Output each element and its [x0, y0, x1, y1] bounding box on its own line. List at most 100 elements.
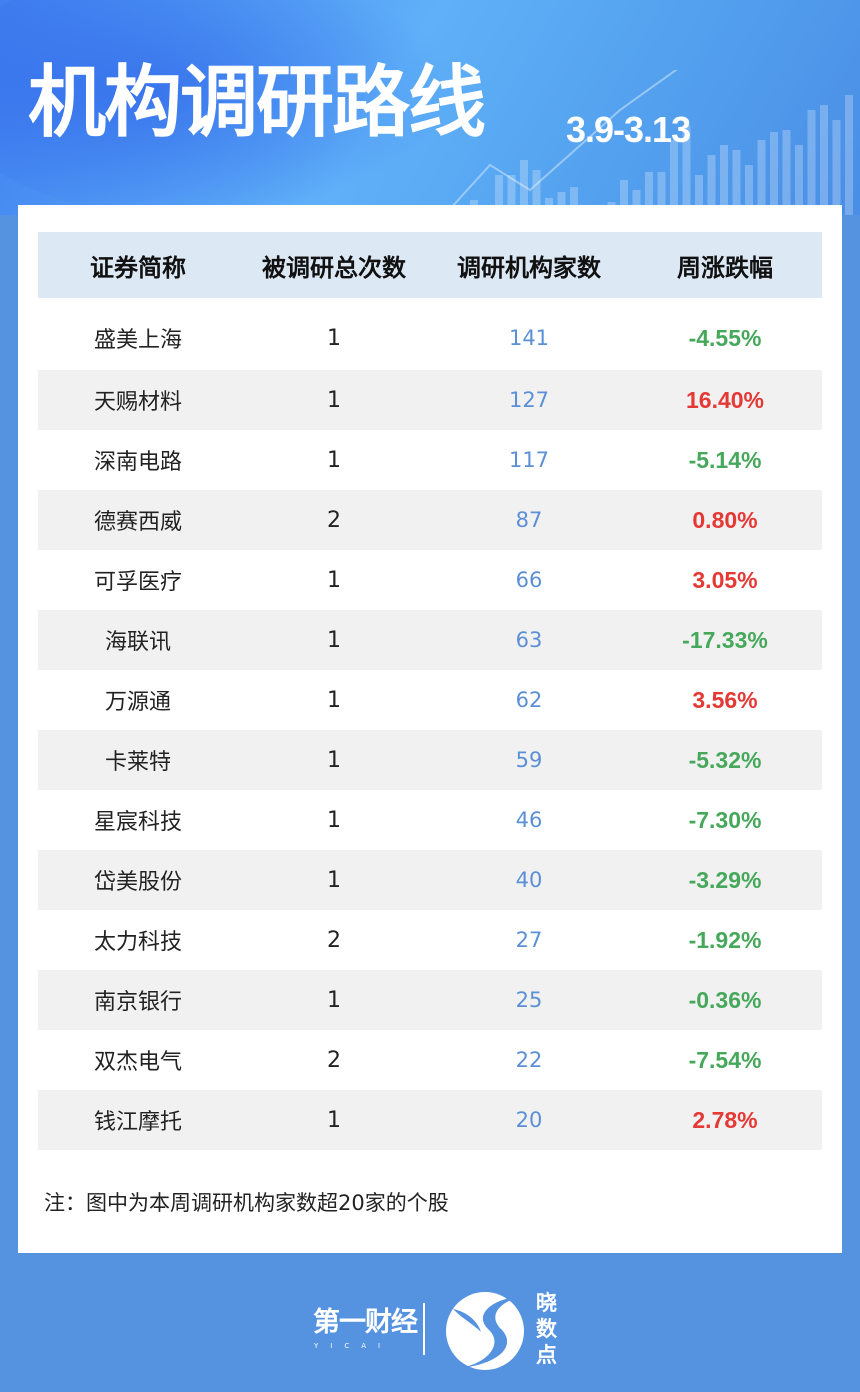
table-row: 太力科技 2 27 -1.92%	[38, 910, 822, 970]
decor-bar	[757, 140, 766, 215]
page-title: 机构调研路线	[28, 58, 486, 148]
decor-bar	[832, 120, 841, 215]
stock-name: 海联讯	[38, 610, 238, 670]
weekly-change: -7.30%	[688, 806, 762, 833]
xiaoshudian-text: 晓数点	[536, 1291, 557, 1367]
institution-count: 127	[430, 370, 628, 430]
institution-count: 40	[430, 850, 628, 910]
institution-count: 46	[515, 808, 543, 832]
col-change: 周涨跌幅	[628, 232, 822, 302]
weekly-change: 16.40%	[628, 370, 822, 430]
stock-name: 太力科技	[93, 930, 182, 955]
table-card: 证券简称 被调研总次数 调研机构家数 周涨跌幅 盛美上海 1 141 -4.55…	[18, 205, 842, 1253]
footnote: 注：图中为本周调研机构家数超20家的个股	[44, 1191, 449, 1215]
institution-count: 117	[508, 448, 550, 472]
decor-bar	[695, 175, 703, 215]
research-times: 1	[327, 447, 341, 473]
col-name: 证券简称	[38, 232, 238, 302]
decor-line	[443, 70, 678, 215]
research-times: 1	[238, 298, 430, 370]
table-row: 南京银行 1 25 -0.36%	[38, 970, 822, 1030]
research-table: 证券简称 被调研总次数 调研机构家数 周涨跌幅 盛美上海 1 141 -4.55…	[38, 232, 822, 1150]
stock-name: 天赐材料	[38, 370, 238, 430]
stock-name: 星宸科技	[93, 810, 182, 835]
decor-bar	[770, 132, 778, 215]
table-row: 卡莱特 1 59 -5.32%	[38, 730, 822, 790]
wave-decoration	[0, 0, 460, 215]
table-row: 钱江摩托 1 20 2.78%	[38, 1090, 822, 1150]
table-row: 岱美股份 1 40 -3.29%	[38, 850, 822, 910]
decor-bar	[845, 95, 853, 215]
decor-bar	[670, 140, 678, 215]
institution-count: 25	[430, 970, 628, 1030]
weekly-change: -5.14%	[688, 446, 762, 473]
institution-count: 66	[515, 568, 543, 592]
weekly-change: -7.54%	[688, 1046, 762, 1073]
table-row: 海联讯 1 63 -17.33%	[38, 610, 822, 670]
research-times: 2	[327, 927, 341, 953]
divider	[423, 1303, 425, 1355]
stock-name: 钱江摩托	[38, 1090, 238, 1150]
decor-bar	[682, 125, 691, 215]
decor-bar	[632, 190, 641, 215]
institution-count: 27	[515, 928, 543, 952]
table-row: 盛美上海 1 141 -4.55%	[38, 298, 822, 370]
stock-name: 德赛西威	[38, 490, 238, 550]
institution-count: 20	[430, 1090, 628, 1150]
weekly-change: 3.56%	[692, 686, 758, 713]
research-times: 1	[238, 610, 430, 670]
stock-name: 卡莱特	[38, 730, 238, 790]
table-row: 德赛西威 2 87 0.80%	[38, 490, 822, 550]
research-times: 1	[327, 807, 341, 833]
footer-logos: 第一财经 YICAI 晓数点	[0, 1270, 860, 1380]
weekly-change: -1.92%	[688, 926, 762, 953]
decor-bar	[707, 155, 716, 215]
date-range: 3.9-3.13	[566, 109, 691, 150]
research-times: 2	[327, 1047, 341, 1073]
decor-bar	[507, 175, 516, 215]
institution-count: 141	[430, 298, 628, 370]
decor-bar	[495, 175, 503, 215]
table-row: 星宸科技 1 46 -7.30%	[38, 790, 822, 850]
weekly-change: -3.29%	[628, 850, 822, 910]
decor-bar	[570, 187, 578, 215]
decor-bar	[720, 145, 728, 215]
research-times: 1	[238, 370, 430, 430]
research-times: 1	[238, 1090, 430, 1150]
weekly-change: -0.36%	[628, 970, 822, 1030]
xiaoshudian-logo-icon	[446, 1292, 524, 1370]
stock-name: 盛美上海	[38, 298, 238, 370]
research-times: 1	[238, 970, 430, 1030]
decor-bar	[532, 170, 541, 215]
stock-name: 岱美股份	[38, 850, 238, 910]
decor-bar	[807, 110, 816, 215]
stock-name: 可孚医疗	[93, 570, 182, 595]
decor-bar	[782, 130, 791, 215]
institution-count: 59	[430, 730, 628, 790]
stock-name: 南京银行	[38, 970, 238, 1030]
research-times: 1	[327, 687, 341, 713]
decor-bar	[820, 105, 828, 215]
table-row: 天赐材料 1 127 16.40%	[38, 370, 822, 430]
yicai-sub: YICAI	[314, 1342, 393, 1350]
weekly-change: 0.80%	[628, 490, 822, 550]
decor-bar	[745, 165, 753, 215]
weekly-change: -4.55%	[628, 298, 822, 370]
stock-name: 深南电路	[93, 450, 182, 475]
col-institutions: 调研机构家数	[430, 232, 628, 302]
weekly-change: -5.32%	[628, 730, 822, 790]
table-row: 万源通 1 62 3.56%	[38, 670, 822, 730]
decor-bar	[795, 145, 803, 215]
table-row: 双杰电气 2 22 -7.54%	[38, 1030, 822, 1090]
research-times: 1	[327, 567, 341, 593]
col-times: 被调研总次数	[238, 232, 430, 302]
research-times: 1	[238, 730, 430, 790]
decor-bar	[645, 172, 653, 215]
yicai-logo: 第一财经	[313, 1307, 418, 1338]
decor-bar	[620, 180, 628, 215]
institution-count: 87	[430, 490, 628, 550]
weekly-change: 2.78%	[628, 1090, 822, 1150]
institution-count: 22	[515, 1048, 543, 1072]
weekly-change: -17.33%	[628, 610, 822, 670]
weekly-change: 3.05%	[692, 566, 758, 593]
